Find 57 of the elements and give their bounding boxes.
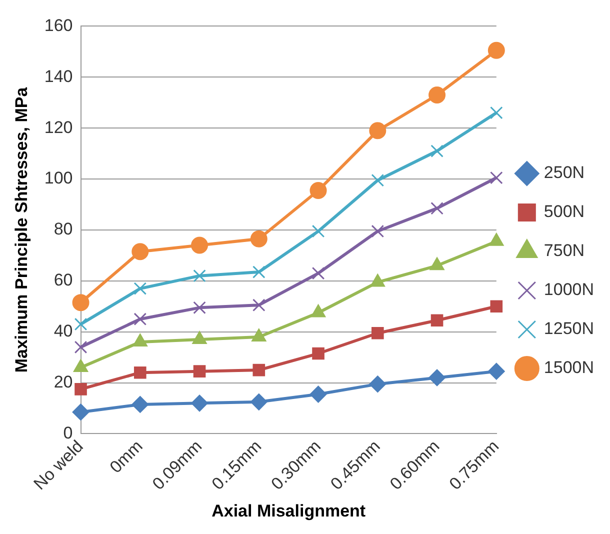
point [193,301,206,314]
y-tick-label: 120 [44,118,73,137]
y-tick-label: 80 [54,220,73,239]
y-tick-label: 60 [54,270,73,290]
point [193,269,206,282]
legend-label: 250N [544,163,585,182]
point [134,282,147,295]
point [488,42,505,59]
point [191,394,208,412]
legend-label: 500N [544,202,585,222]
point [490,300,503,313]
point [430,144,444,158]
point [252,298,266,312]
point [72,294,90,312]
point [490,171,503,184]
point [371,174,384,187]
point [74,318,88,331]
point [74,340,88,354]
point [134,312,147,326]
point [191,236,208,254]
x-axis-title: Axial Misalignment [212,501,366,520]
point [250,393,268,410]
point [488,362,505,380]
point [428,369,446,386]
point [369,122,386,140]
y-tick-label: 140 [44,66,73,86]
point [312,266,325,280]
legend-label: 750N [544,241,585,260]
legend-label: 1250N [544,319,594,338]
point [132,243,149,260]
point [369,376,386,393]
point [310,182,327,199]
y-tick-label: 0 [63,423,73,442]
point [312,347,324,360]
legend-label: 1000N [544,280,594,300]
point [371,224,384,238]
point [371,326,384,340]
y-axis-title: Maximum Principle Shtresses, MPa [12,86,31,373]
point [490,106,503,120]
point [250,230,268,248]
point [312,224,325,238]
point [193,365,206,378]
point [72,404,90,421]
point [252,266,266,278]
y-tick-label: 40 [54,322,73,341]
y-tick-label: 20 [54,372,73,392]
point [430,202,444,215]
y-tick-label: 160 [44,16,73,35]
point [252,364,266,376]
point [134,366,146,379]
y-tick-label: 100 [44,168,73,188]
point [430,314,444,327]
point [310,386,327,403]
point [74,383,87,396]
point [428,86,446,104]
legend-label: 1500N [544,358,594,378]
point [132,396,149,413]
